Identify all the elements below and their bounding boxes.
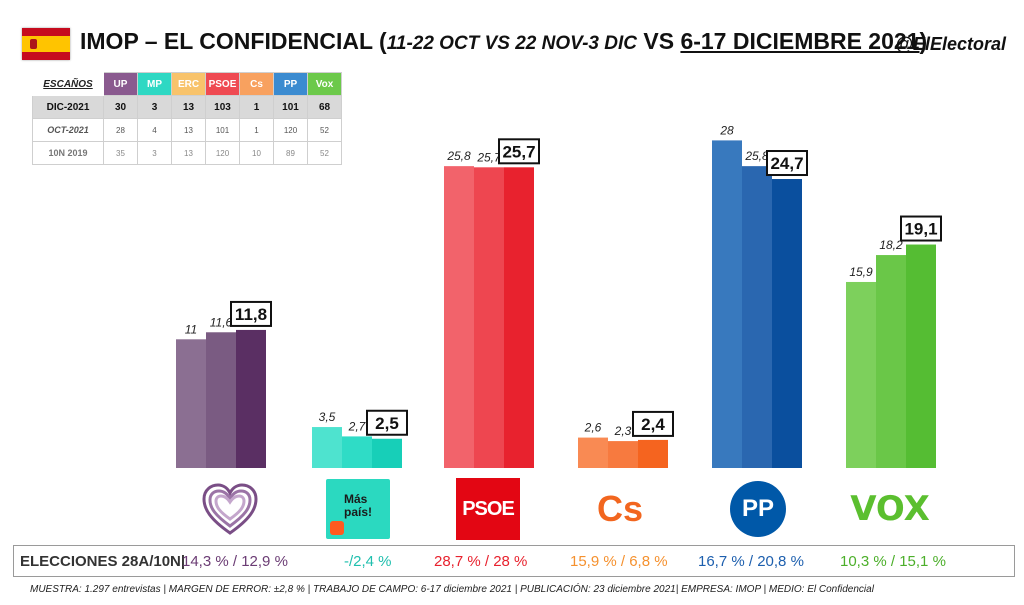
bar-pp-2 bbox=[742, 166, 772, 468]
cs-logo: Cs bbox=[580, 478, 660, 540]
bar-up-3 bbox=[236, 329, 266, 468]
bar-vox-1 bbox=[846, 281, 876, 468]
seat-cell: 28 bbox=[103, 118, 138, 142]
value-box bbox=[900, 215, 942, 242]
result-mp: -/2,4 % bbox=[344, 552, 392, 570]
data-label: 25,7 bbox=[476, 150, 502, 164]
seat-cell: 52 bbox=[307, 118, 342, 142]
vox-logo: VOX bbox=[850, 478, 930, 540]
election-results-bar: ELECCIONES 28A/10N| 14,3 % / 12,9 % -/2,… bbox=[13, 545, 1015, 577]
seat-cell: 89 bbox=[273, 141, 308, 165]
bar-up-1 bbox=[176, 339, 206, 468]
party-pp: PP bbox=[273, 72, 308, 96]
page-title: IMOP – EL CONFIDENCIAL (11-22 OCT VS 22 … bbox=[80, 28, 928, 54]
result-cs: 15,9 % / 6,8 % bbox=[570, 552, 668, 570]
seat-cell: 35 bbox=[103, 141, 138, 165]
vox-logo-text: VOX bbox=[850, 489, 930, 529]
party-psoe: PSOE bbox=[205, 72, 240, 96]
psoe-logo-text: PSOE bbox=[456, 478, 520, 540]
bar-más-país-1 bbox=[312, 427, 342, 468]
seats-row-dic2021: DIC-2021 30 3 13 103 1 101 68 bbox=[32, 95, 342, 119]
bar-más-país-2 bbox=[342, 436, 372, 468]
heart-icon bbox=[202, 483, 258, 535]
bar-psoe-1 bbox=[444, 166, 474, 468]
bar-cs-1 bbox=[578, 437, 608, 468]
data-label-current: 2,4 bbox=[641, 415, 665, 434]
pp-logo-text: PP bbox=[730, 481, 786, 537]
bar-vox-3 bbox=[906, 244, 936, 468]
seat-cell: 3 bbox=[137, 95, 172, 119]
bar-pp-1 bbox=[712, 140, 742, 468]
row-label: DIC-2021 bbox=[32, 95, 104, 119]
seat-cell: 101 bbox=[205, 118, 240, 142]
data-label-current: 19,1 bbox=[904, 220, 937, 239]
seat-cell: 68 bbox=[307, 95, 342, 119]
seat-cell: 52 bbox=[307, 141, 342, 165]
bar-cs-2 bbox=[608, 441, 638, 468]
bar-psoe-2 bbox=[474, 167, 504, 468]
result-pp: 16,7 % / 20,8 % bbox=[698, 552, 804, 570]
psoe-logo: PSOE bbox=[448, 478, 528, 540]
result-psoe: 28,7 % / 28 % bbox=[434, 552, 528, 570]
party-up: UP bbox=[103, 72, 138, 96]
bar-cs-3 bbox=[638, 439, 668, 468]
result-up: 14,3 % / 12,9 % bbox=[182, 552, 288, 570]
up-logo bbox=[190, 478, 270, 540]
mas-pais-text: Más país! bbox=[344, 492, 373, 519]
value-box bbox=[632, 410, 674, 437]
data-label: 28 bbox=[719, 123, 734, 137]
value-box bbox=[766, 150, 808, 177]
footer-note: MUESTRA: 1.297 entrevistas | MARGEN DE E… bbox=[30, 584, 874, 595]
cs-logo-text: Cs bbox=[596, 488, 644, 529]
data-label: 18,2 bbox=[879, 238, 903, 252]
bar-up-2 bbox=[206, 332, 236, 468]
seat-cell: 101 bbox=[273, 95, 308, 119]
bar-pp-3 bbox=[772, 179, 802, 468]
header: IMOP – EL CONFIDENCIAL (11-22 OCT VS 22 … bbox=[0, 0, 1024, 70]
data-label: 11 bbox=[185, 322, 197, 336]
seats-row-oct2021: OCT-2021 28 4 13 101 1 120 52 bbox=[32, 118, 342, 142]
seats-row-10n2019: 10N 2019 35 3 13 120 10 89 52 bbox=[32, 141, 342, 165]
spain-flag-icon bbox=[22, 28, 70, 60]
data-label: 2,7 bbox=[348, 419, 367, 433]
data-label-current: 25,7 bbox=[502, 142, 535, 161]
seat-cell: 103 bbox=[205, 95, 240, 119]
results-label: ELECCIONES 28A/10N| bbox=[20, 552, 186, 570]
data-label: 11,6 bbox=[210, 315, 233, 329]
value-box bbox=[230, 300, 272, 327]
data-label-current: 24,7 bbox=[770, 154, 803, 173]
data-label: 2,6 bbox=[584, 421, 602, 435]
party-erc: ERC bbox=[171, 72, 206, 96]
data-label: 2,3 bbox=[614, 424, 632, 438]
data-label: 25,8 bbox=[446, 149, 471, 163]
bar-más-país-3 bbox=[372, 438, 402, 468]
data-label-current: 2,5 bbox=[375, 414, 399, 433]
bar-vox-2 bbox=[876, 255, 906, 468]
mas-pais-logo: Más país! bbox=[318, 478, 398, 540]
result-vox: 10,3 % / 15,1 % bbox=[840, 552, 946, 570]
seat-cell: 120 bbox=[273, 118, 308, 142]
data-label: 25,8 bbox=[744, 149, 769, 163]
smile-icon bbox=[330, 521, 344, 535]
seat-cell: 1 bbox=[239, 95, 274, 119]
pp-logo: PP bbox=[718, 478, 798, 540]
data-label: 15,9 bbox=[849, 265, 873, 279]
value-box bbox=[498, 138, 540, 165]
party-vox: Vox bbox=[307, 72, 342, 96]
seats-table: ESCAÑOS UP MP ERC PSOE Cs PP Vox DIC-202… bbox=[32, 72, 342, 165]
bar-psoe-3 bbox=[504, 167, 534, 468]
data-label-current: 11,8 bbox=[235, 305, 267, 324]
twitter-handle: @ElElectoral bbox=[895, 34, 1006, 54]
seats-header-row: ESCAÑOS UP MP ERC PSOE Cs PP Vox bbox=[32, 72, 342, 96]
value-box bbox=[366, 409, 408, 436]
data-label: 3,5 bbox=[319, 410, 336, 424]
